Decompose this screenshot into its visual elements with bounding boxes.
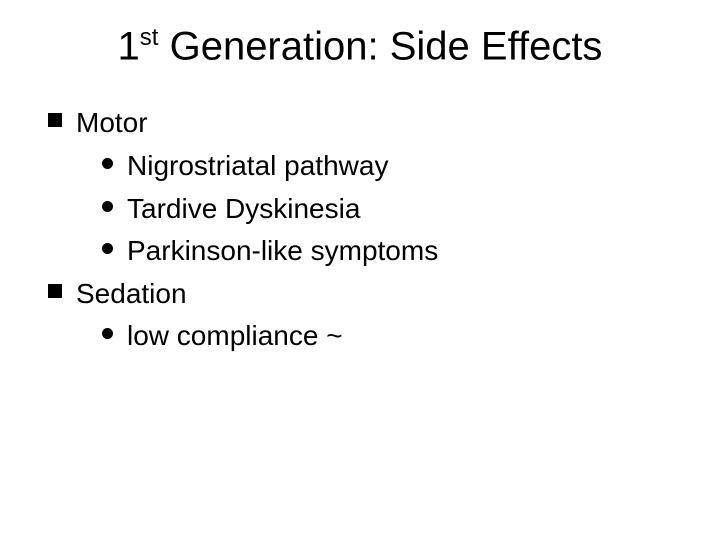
list-item: Motor xyxy=(48,103,680,144)
list-item-label: Motor xyxy=(76,103,148,144)
slide: 1st Generation: Side Effects Motor Nigro… xyxy=(0,0,720,540)
title-post: Generation: Side Effects xyxy=(158,24,602,68)
list-item-label: Tardive Dyskinesia xyxy=(127,189,360,230)
list-item: Sedation xyxy=(48,274,680,315)
sub-list: low compliance ~ xyxy=(48,316,680,357)
slide-body: Motor Nigrostriatal pathway Tardive Dysk… xyxy=(40,103,680,357)
square-bullet-icon xyxy=(48,284,62,298)
list-item: Tardive Dyskinesia xyxy=(102,189,680,230)
slide-title: 1st Generation: Side Effects xyxy=(40,24,680,69)
list-item-label: Nigrostriatal pathway xyxy=(127,146,388,187)
list-item-label: Parkinson-like symptoms xyxy=(127,231,438,272)
list-item-label: low compliance ~ xyxy=(127,316,343,357)
disc-bullet-icon xyxy=(102,158,113,169)
disc-bullet-icon xyxy=(102,201,113,212)
list-item: Nigrostriatal pathway xyxy=(102,146,680,187)
sub-list: Nigrostriatal pathway Tardive Dyskinesia… xyxy=(48,146,680,272)
disc-bullet-icon xyxy=(102,328,113,339)
square-bullet-icon xyxy=(48,113,62,127)
title-pre: 1 xyxy=(118,24,140,68)
disc-bullet-icon xyxy=(102,243,113,254)
list-item: Parkinson-like symptoms xyxy=(102,231,680,272)
title-superscript: st xyxy=(140,24,159,51)
list-item-label: Sedation xyxy=(76,274,187,315)
list-item: low compliance ~ xyxy=(102,316,680,357)
